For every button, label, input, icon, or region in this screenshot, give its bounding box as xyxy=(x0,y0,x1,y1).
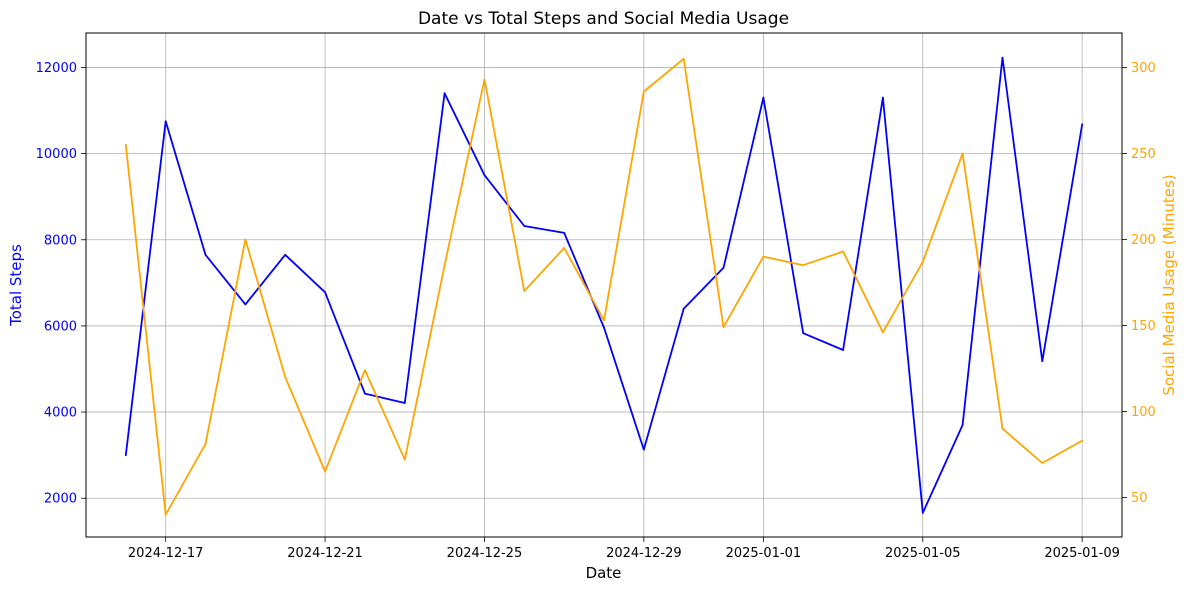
data-point xyxy=(961,152,964,155)
left-y-tick-label: 2000 xyxy=(44,492,77,507)
data-point xyxy=(802,264,805,267)
series-lines xyxy=(124,56,1084,516)
data-point xyxy=(483,174,486,177)
data-point xyxy=(961,424,964,426)
left-y-axis-label: Total Steps xyxy=(7,244,25,327)
x-tick-label: 2024-12-29 xyxy=(606,546,682,561)
data-point xyxy=(443,92,446,95)
data-point xyxy=(563,232,566,234)
data-point xyxy=(1081,439,1084,442)
data-point xyxy=(164,120,167,123)
chart-title: Date vs Total Steps and Social Media Usa… xyxy=(418,9,789,29)
data-point xyxy=(164,513,167,516)
data-point xyxy=(682,57,685,60)
data-point xyxy=(523,290,526,292)
data-point xyxy=(603,326,605,329)
plot-border xyxy=(85,32,1123,538)
data-point xyxy=(204,443,207,445)
data-point xyxy=(483,78,486,81)
data-point xyxy=(882,96,884,99)
data-point xyxy=(284,253,287,256)
x-tick-label: 2024-12-21 xyxy=(287,546,363,561)
left-y-tick-label: 4000 xyxy=(44,406,77,421)
x-tick-label: 2024-12-25 xyxy=(447,546,523,561)
data-point xyxy=(682,307,685,310)
data-point xyxy=(1041,462,1044,464)
data-point xyxy=(1001,56,1004,59)
data-point xyxy=(403,402,406,404)
data-point xyxy=(842,349,844,351)
x-tick-label: 2024-12-17 xyxy=(128,546,204,561)
data-point xyxy=(244,303,247,306)
data-point xyxy=(124,143,127,146)
left-y-tick-label: 6000 xyxy=(44,319,77,334)
data-point xyxy=(642,90,645,93)
data-point xyxy=(563,247,566,249)
data-point xyxy=(1081,123,1084,126)
right-y-axis-label: Social Media Usage (Minutes) xyxy=(1160,174,1178,395)
data-point xyxy=(882,331,884,334)
data-point xyxy=(443,264,446,267)
data-point xyxy=(921,512,924,514)
data-point xyxy=(762,96,765,99)
right-y-tick-label: 150 xyxy=(1131,319,1156,334)
data-point xyxy=(1001,427,1004,430)
plot-frame xyxy=(85,32,1123,538)
x-tick-label: 2025-01-01 xyxy=(726,546,802,561)
data-point xyxy=(842,250,844,253)
data-point xyxy=(722,266,725,269)
right-y-tick-label: 100 xyxy=(1131,405,1156,420)
data-point xyxy=(642,448,645,451)
right-y-tick-label: 250 xyxy=(1131,147,1156,162)
right-y-tick-label: 200 xyxy=(1131,233,1156,248)
data-point xyxy=(403,458,406,461)
right-y-tick-label: 50 xyxy=(1131,491,1148,506)
data-point xyxy=(921,260,924,263)
data-point xyxy=(284,376,287,378)
grid-lines xyxy=(86,33,1122,537)
left-y-tick-label: 12000 xyxy=(36,61,77,76)
data-point xyxy=(603,319,605,322)
data-point xyxy=(324,291,326,294)
x-axis-label: Date xyxy=(586,564,622,582)
data-point xyxy=(324,470,326,473)
x-tick-label: 2025-01-05 xyxy=(885,546,961,561)
axis-ticks: 2024-12-17 2024-12-21 2024-12-25 2024-12-29… xyxy=(36,61,1156,561)
left-y-tick-label: 8000 xyxy=(44,233,77,248)
data-point xyxy=(523,225,526,227)
data-point xyxy=(364,369,366,371)
data-point xyxy=(722,326,725,328)
series-line-social-media-usage xyxy=(124,57,1083,516)
x-tick-label: 2025-01-09 xyxy=(1044,546,1120,561)
left-y-tick-label: 10000 xyxy=(36,147,77,162)
right-y-tick-label: 300 xyxy=(1131,61,1156,76)
data-point xyxy=(802,332,805,335)
data-point xyxy=(124,454,127,457)
data-point xyxy=(204,253,207,256)
data-point xyxy=(244,238,247,241)
data-point xyxy=(1041,360,1044,363)
data-point xyxy=(364,392,366,395)
series-line-total-steps xyxy=(124,56,1084,514)
data-point xyxy=(762,255,765,258)
